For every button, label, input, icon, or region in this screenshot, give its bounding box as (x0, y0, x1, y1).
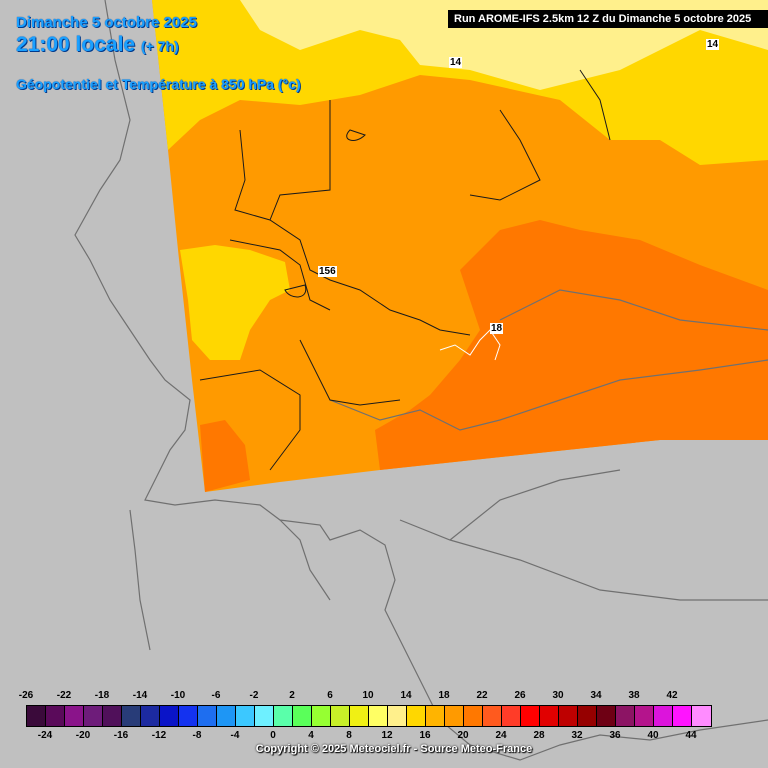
legend-swatch (559, 706, 578, 726)
forecast-time: 21:00 locale (+ 7h) (16, 33, 179, 57)
legend-tick: -6 (211, 690, 221, 701)
legend-swatch (46, 706, 65, 726)
legend-tick: 8 (346, 730, 352, 741)
run-banner: Run AROME-IFS 2.5km 12 Z du Dimanche 5 o… (448, 10, 768, 28)
legend-tick: 44 (685, 730, 697, 741)
legend-swatch (274, 706, 293, 726)
legend-swatch (331, 706, 350, 726)
legend-swatch (350, 706, 369, 726)
legend-bottom-ticks: -24 -20 -16 -12 -8 -4 0 4 8 12 16 20 24 28 32 36 40 44 (0, 730, 768, 744)
legend-tick: 36 (609, 730, 621, 741)
legend-swatch (103, 706, 122, 726)
color-legend (26, 705, 712, 727)
contour-label: 14 (706, 39, 720, 50)
legend-tick: 6 (327, 690, 333, 701)
temp-zone-18-sw (200, 420, 250, 492)
lead-time: (+ 7h) (140, 38, 179, 54)
legend-swatch (673, 706, 692, 726)
legend-swatch (407, 706, 426, 726)
legend-swatch (122, 706, 141, 726)
legend-tick: -4 (230, 730, 240, 741)
legend-tick: -14 (132, 690, 148, 701)
legend-swatch (540, 706, 559, 726)
legend-swatch (654, 706, 673, 726)
legend-swatch (635, 706, 654, 726)
legend-tick: 16 (419, 730, 431, 741)
legend-tick: 14 (400, 690, 412, 701)
contour-label: 156 (318, 266, 337, 277)
legend-swatch (312, 706, 331, 726)
legend-swatch (217, 706, 236, 726)
legend-swatch (369, 706, 388, 726)
legend-tick: 12 (381, 730, 393, 741)
legend-tick: 4 (308, 730, 314, 741)
legend-swatch (179, 706, 198, 726)
legend-swatch (692, 706, 711, 726)
legend-top-ticks: -26 -22 -18 -14 -10 -6 -2 2 6 10 14 18 22 26 30 34 38 42 (0, 690, 768, 704)
legend-swatch (426, 706, 445, 726)
legend-swatch (597, 706, 616, 726)
legend-swatch (236, 706, 255, 726)
legend-tick: 34 (590, 690, 602, 701)
legend-swatch (616, 706, 635, 726)
legend-swatch (502, 706, 521, 726)
legend-tick: 22 (476, 690, 488, 701)
legend-swatch (198, 706, 217, 726)
legend-swatch (293, 706, 312, 726)
legend-swatch (27, 706, 46, 726)
copyright: Copyright © 2025 Meteociel.fr - Source M… (255, 743, 533, 755)
legend-tick: -2 (249, 690, 259, 701)
legend-swatch (445, 706, 464, 726)
legend-swatch (255, 706, 274, 726)
legend-tick: -10 (170, 690, 186, 701)
legend-swatch (141, 706, 160, 726)
legend-swatch (578, 706, 597, 726)
legend-swatch (464, 706, 483, 726)
legend-tick: 24 (495, 730, 507, 741)
legend-tick: 28 (533, 730, 545, 741)
borders (74, 0, 768, 761)
legend-tick: 40 (647, 730, 659, 741)
legend-tick: -12 (151, 730, 167, 741)
legend-tick: 32 (571, 730, 583, 741)
legend-tick: -24 (37, 730, 53, 741)
legend-tick: -8 (192, 730, 202, 741)
legend-swatch (160, 706, 179, 726)
legend-tick: 0 (270, 730, 276, 741)
legend-tick: 18 (438, 690, 450, 701)
isotherm-18 (439, 329, 501, 361)
temp-zone-18 (375, 220, 768, 470)
legend-tick: 38 (628, 690, 640, 701)
legend-swatch (65, 706, 84, 726)
legend-tick: -22 (56, 690, 72, 701)
contour-label: 14 (449, 57, 463, 68)
legend-tick: 2 (289, 690, 295, 701)
local-time: 21:00 locale (16, 33, 136, 56)
legend-swatch (521, 706, 540, 726)
legend-tick: 10 (362, 690, 374, 701)
legend-tick: -16 (113, 730, 129, 741)
parameter-title: Géopotentiel et Température à 850 hPa (°… (16, 76, 301, 92)
legend-swatch (84, 706, 103, 726)
legend-tick: 20 (457, 730, 469, 741)
legend-tick: -20 (75, 730, 91, 741)
legend-tick: 26 (514, 690, 526, 701)
contour-label: 18 (490, 323, 504, 334)
legend-swatch (483, 706, 502, 726)
temp-zone-14-west (180, 245, 290, 360)
legend-tick: -18 (94, 690, 110, 701)
legend-tick: 42 (666, 690, 678, 701)
legend-tick: 30 (552, 690, 564, 701)
legend-tick: -26 (18, 690, 34, 701)
legend-swatch (388, 706, 407, 726)
forecast-date: Dimanche 5 octobre 2025 (16, 14, 197, 31)
